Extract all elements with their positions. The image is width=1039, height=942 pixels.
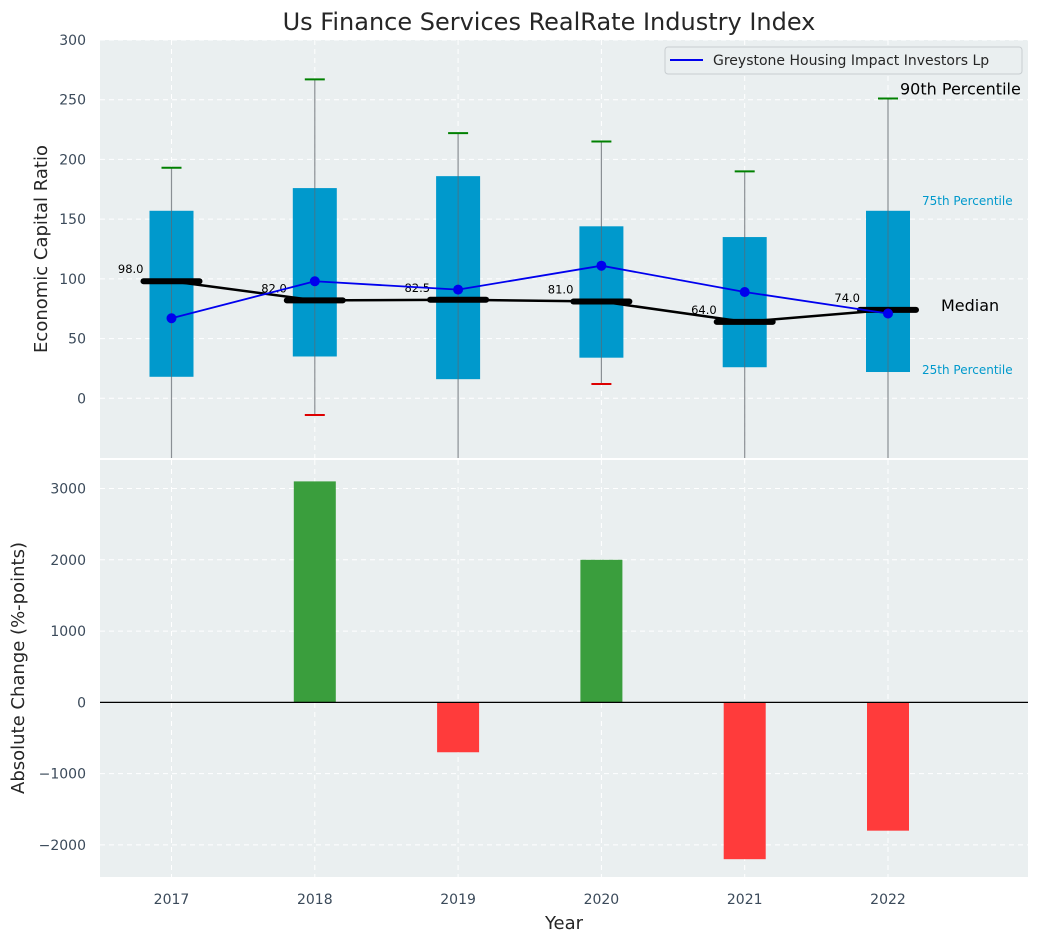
- bottom-y-tick-label: −1000: [39, 767, 86, 783]
- x-tick-label: 2019: [440, 892, 476, 908]
- company-series: [166, 260, 893, 324]
- annotation-25th-percentile: 25th Percentile: [922, 363, 1013, 377]
- top-panel: 0 50 100 150 200 250 300 Economic Capital Rati…: [31, 33, 1028, 458]
- company-point: [596, 260, 607, 271]
- top-y-tick-labels: 0 50 100 150 200 250 300: [59, 33, 86, 407]
- x-tick-label: 2021: [727, 892, 763, 908]
- chart-title: Us Finance Services RealRate Industry In…: [283, 8, 816, 36]
- x-tick-label: 2022: [870, 892, 906, 908]
- bottom-y-tick-labels: −2000 −1000 0 1000 2000 3000: [39, 482, 86, 854]
- bar-negative: [867, 702, 909, 831]
- x-tick-label: 2017: [154, 892, 190, 908]
- company-point: [453, 284, 464, 295]
- x-tick-label: 2018: [297, 892, 333, 908]
- x-axis-label: Year: [544, 913, 584, 934]
- bottom-panel: −2000 −1000 0 1000 2000 3000 Absolute Change …: [8, 460, 1028, 934]
- top-y-tick-label: 250: [59, 93, 86, 109]
- x-tick-labels: 2017 2018 2019 2020 2021 2022: [154, 892, 906, 908]
- bottom-y-tick-label: 1000: [50, 624, 86, 640]
- legend-label: Greystone Housing Impact Investors Lp: [713, 53, 989, 69]
- top-y-tick-label: 150: [59, 212, 86, 228]
- top-y-axis-label: Economic Capital Ratio: [31, 145, 52, 353]
- company-point: [166, 313, 177, 324]
- bar-positive: [293, 481, 336, 703]
- legend: Greystone Housing Impact Investors Lp: [664, 46, 1023, 75]
- bottom-y-tick-label: 2000: [50, 553, 86, 569]
- bottom-y-axis-label: Absolute Change (%-points): [8, 542, 29, 794]
- annotation-90th-percentile: 90th Percentile: [900, 80, 1021, 99]
- median-series: 98.082.0 82.5 81.064.074.0: [118, 262, 919, 325]
- top-y-tick-label: 300: [59, 33, 86, 49]
- top-y-tick-label: 0: [77, 391, 86, 407]
- company-line: [171, 264, 889, 320]
- median-value-label: 81.0: [548, 283, 574, 297]
- boxes: [149, 176, 910, 380]
- bar-positive: [580, 559, 623, 703]
- median-value-label: 74.0: [834, 291, 860, 305]
- bar-negative: [723, 702, 766, 860]
- top-y-tick-label: 50: [68, 332, 86, 348]
- bottom-y-tick-label: −2000: [39, 838, 86, 854]
- top-y-tick-label: 200: [59, 152, 86, 168]
- median-value-label: 64.0: [691, 303, 717, 317]
- change-bars: [293, 481, 909, 860]
- percentile-annotations: 90th Percentile 75th Percentile Median 25th…: [900, 80, 1021, 377]
- top-y-tick-label: 100: [59, 272, 86, 288]
- annotation-median: Median: [941, 296, 999, 315]
- company-point: [883, 308, 893, 319]
- legend-frame: [664, 46, 1023, 75]
- company-point: [739, 286, 750, 297]
- annotation-75th-percentile: 75th Percentile: [922, 194, 1013, 208]
- median-value-label: 98.0: [118, 262, 144, 276]
- median-value-label: 82.0: [261, 281, 287, 295]
- x-tick-label: 2020: [584, 892, 620, 908]
- bar-negative: [437, 702, 480, 753]
- bottom-y-tick-label: 3000: [50, 482, 86, 498]
- bottom-y-tick-label: 0: [77, 695, 86, 711]
- company-point: [309, 276, 320, 287]
